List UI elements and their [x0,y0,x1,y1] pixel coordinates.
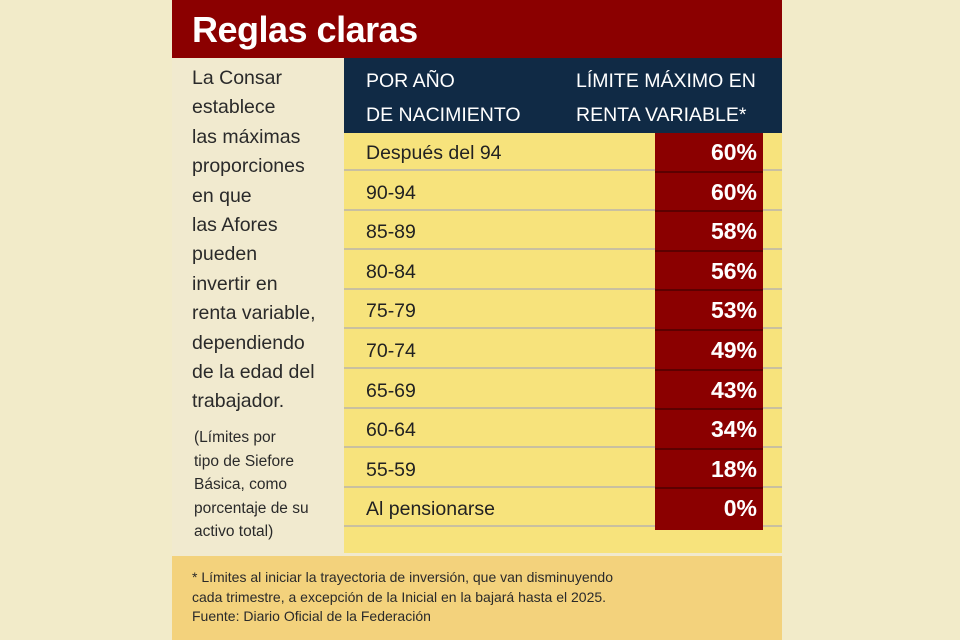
source-line: Fuente: Diario Oficial de la Federación [192,608,431,624]
table-row: 75-79 [344,291,782,330]
row-label: 55-59 [366,458,416,481]
table-row: Después del 94 [344,133,782,171]
value-separator [655,487,763,490]
page-title: Reglas claras [192,9,418,50]
intro-line: La Consar [192,67,282,89]
row-value: 43% [710,376,757,403]
row-value: 0% [723,495,757,522]
row-value: 58% [710,218,757,245]
intro-line: trabajador. [192,390,285,413]
row-value: 53% [710,297,757,324]
value-separator [655,210,763,213]
value-separator [655,447,763,450]
intro-line: establece [192,96,276,119]
value-separator [655,368,763,371]
column-header-line: RENTA VARIABLE* [576,104,747,126]
note-line: activo total) [194,523,274,540]
footnote-line: cada trimestre, a excepción de la Inicia… [192,588,607,605]
row-label: 85-89 [366,221,416,244]
value-separator [655,249,763,252]
table-row: Al pensionarse [344,489,782,528]
row-value: 49% [710,337,757,363]
row-value: 34% [710,416,757,443]
intro-line: de la edad del [192,361,315,384]
footnote-line: * Límites al iniciar la trayectoria de i… [192,569,613,585]
intro-line: invertir en [192,272,278,295]
row-label: 90-94 [366,181,416,204]
value-column [655,133,763,530]
note-line: porcentaje de su [194,499,309,517]
column-header-line: DE NACIMIENTO [366,104,521,126]
row-value: 60% [710,139,757,165]
intro-line: proporciones [192,155,305,178]
table-row: 85-89 [344,212,782,251]
table-header: POR AÑO DE NACIMIENTO LÍMITE MÁXIMO EN R… [344,58,782,133]
row-label: 60-64 [366,419,416,442]
table-row: 60-64 [344,410,782,449]
row-label: Al pensionarse [366,498,495,521]
intro-text: La Consar establece las máximas proporcione… [192,64,352,417]
note-line: (Límites por [194,429,276,446]
table-row: 55-59 [344,450,782,488]
value-separator [655,329,763,331]
value-separator [655,170,763,173]
row-label: 75-79 [366,300,416,323]
footnote-text: * Límites al iniciar la trayectoria de i… [192,568,613,627]
intro-line: renta variable, [192,302,316,325]
row-value: 18% [710,455,757,482]
intro-line: en que [192,184,252,207]
table-row: 80-84 [344,252,782,290]
column-header-line: POR AÑO [366,70,455,92]
title-bar: Reglas claras [172,0,782,58]
row-label: 70-74 [366,340,416,362]
intro-line: las Afores [192,214,278,237]
row-label: Después del 94 [366,142,502,164]
footnote-box: * Límites al iniciar la trayectoria de i… [172,556,782,640]
table-row: 70-74 [344,331,782,369]
table-row: 90-94 [344,173,782,211]
infographic-panel: Reglas claras La Consar establece las máxi… [172,0,782,640]
row-value: 60% [710,178,757,205]
column-header-line: LÍMITE MÁXIMO EN [576,70,756,92]
note-line: tipo de Siefore [194,452,294,470]
row-label: 80-84 [366,260,416,283]
intro-note: (Límites por tipo de Siefore Básica, como p… [194,426,344,544]
note-line: Básica, como [194,476,288,493]
intro-line: las máximas [192,125,301,148]
row-value: 56% [710,257,757,284]
table-row: 65-69 [344,371,782,409]
column-header-birth-year: POR AÑO DE NACIMIENTO [366,64,521,132]
value-separator [655,289,763,292]
intro-line: pueden [192,243,258,266]
row-label: 65-69 [366,379,416,402]
intro-line: dependiendo [192,331,305,354]
column-header-max-limit: LÍMITE MÁXIMO EN RENTA VARIABLE* [576,64,756,132]
value-separator [655,408,763,411]
